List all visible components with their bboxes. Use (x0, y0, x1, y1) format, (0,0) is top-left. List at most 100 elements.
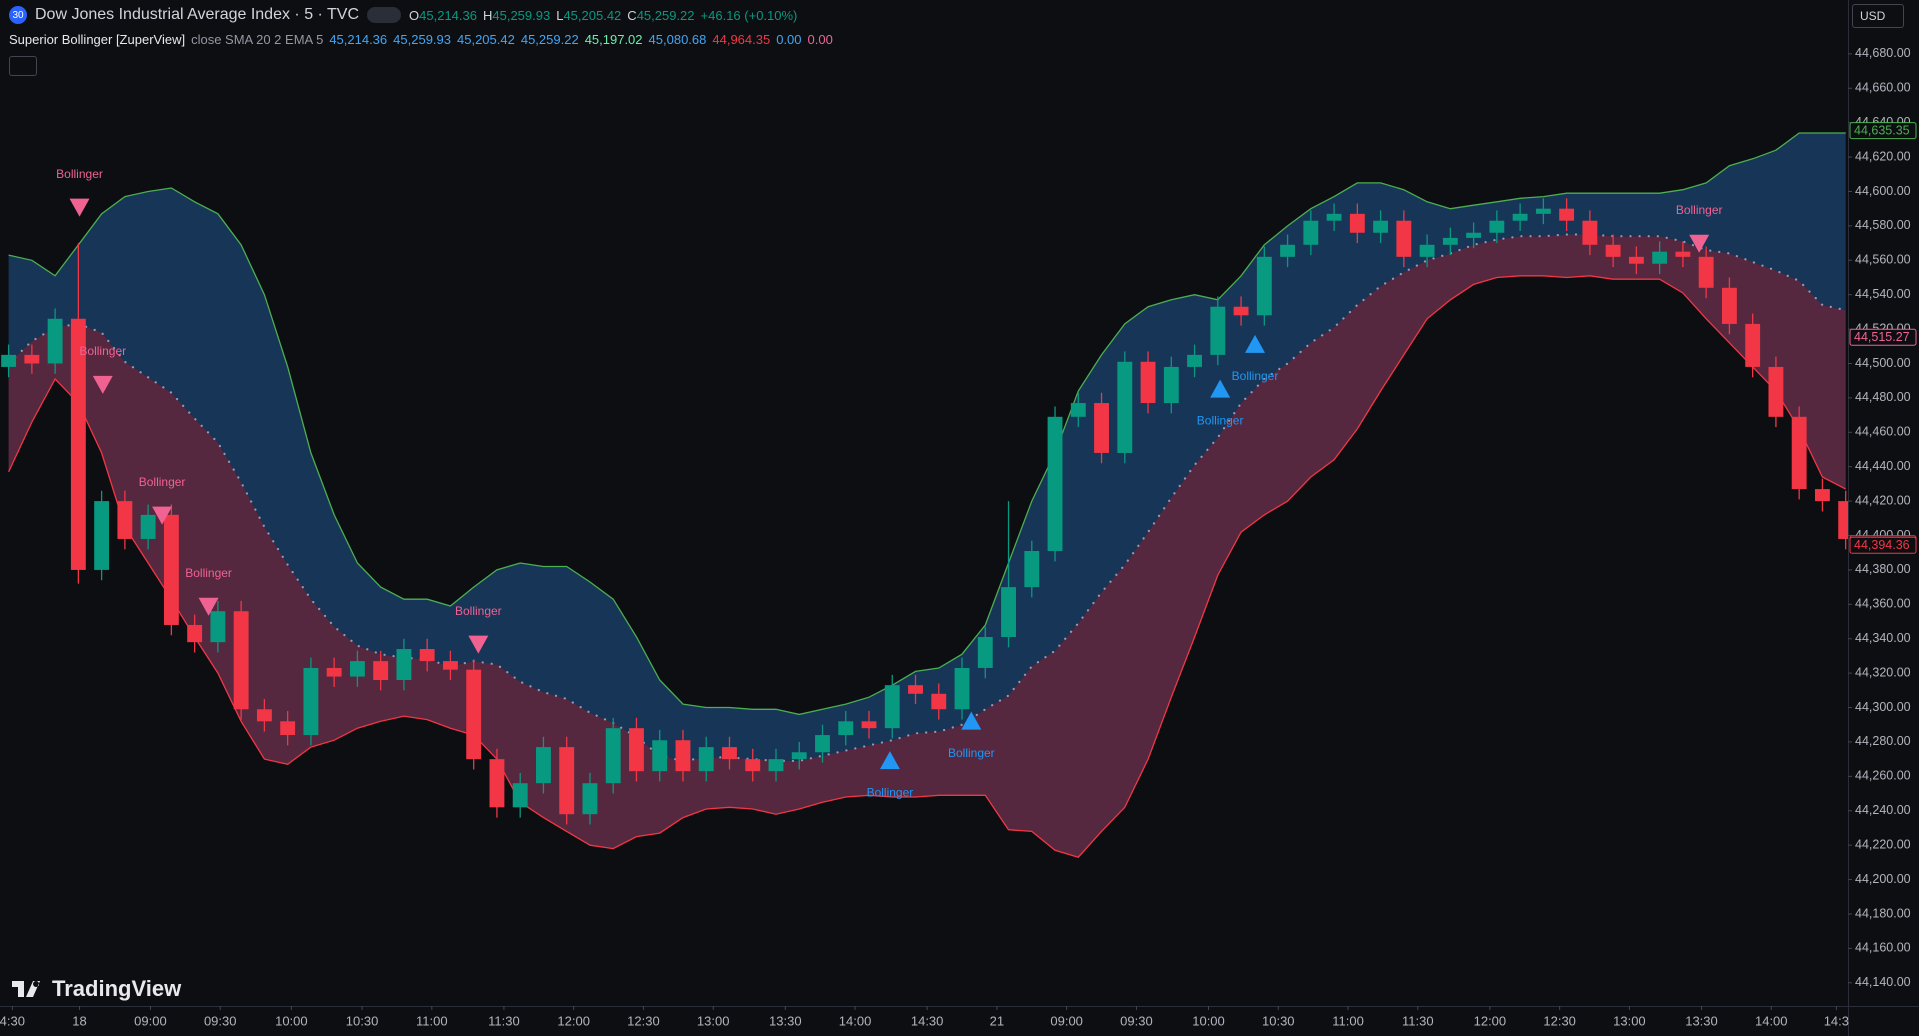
y-tick-label: 44,620.00 (1855, 149, 1911, 163)
price-tag (1849, 122, 1917, 140)
signal-marker (961, 711, 982, 730)
candle-body (768, 759, 784, 772)
candle-body (698, 747, 714, 772)
y-tick-label: 44,280.00 (1855, 734, 1911, 748)
candle-body (1117, 361, 1133, 453)
x-tick-label: 11:00 (416, 1013, 448, 1028)
price-tag (1849, 536, 1917, 554)
candle-body (838, 721, 854, 736)
candle-body (745, 759, 761, 772)
candle-body (977, 637, 993, 668)
symbol-title[interactable]: Dow Jones Industrial Average Index · 5 ·… (35, 6, 360, 23)
x-tick-label: 11:00 (1332, 1013, 1364, 1028)
candle-body (908, 685, 923, 694)
ohlc-value: 45,214.36 (419, 7, 477, 23)
x-tick-label: 14:3 (1824, 1013, 1849, 1028)
candle-body (931, 693, 947, 710)
ohlc-values: O45,214.36 H45,259.93 L45,205.42 C45,259.22… (409, 8, 797, 23)
y-tick-label: 44,220.00 (1855, 837, 1911, 851)
symbol-header: 30 Dow Jones Industrial Average Index · … (9, 6, 797, 24)
y-tick-label: 44,360.00 (1855, 597, 1911, 611)
candle-body (1280, 244, 1296, 257)
ohlc-key: C (627, 7, 637, 23)
x-tick-label: 13:00 (1613, 1013, 1646, 1028)
candle-body (884, 685, 900, 729)
x-tick-label: 12:00 (1474, 1013, 1507, 1028)
candle-body (1233, 306, 1249, 316)
y-tick-label: 44,140.00 (1855, 975, 1911, 989)
candle-body (117, 501, 133, 539)
candle-body (815, 735, 830, 753)
signal-label: Bollinger (867, 785, 914, 799)
signal-marker (879, 751, 900, 770)
collapse-button[interactable] (9, 56, 37, 76)
x-tick-label: 13:00 (697, 1013, 730, 1028)
x-tick-label: 12:00 (557, 1013, 590, 1028)
candle-body (1745, 323, 1761, 367)
y-tick-label: 44,180.00 (1855, 906, 1911, 920)
candle-body (1396, 220, 1412, 257)
signal-marker (1210, 379, 1231, 398)
x-tick-label: 18 (72, 1013, 86, 1028)
candle-body (722, 747, 737, 760)
ohlc-item: H45,259.93 (483, 8, 550, 23)
candle-body (791, 752, 807, 760)
candle-body (1535, 208, 1551, 214)
x-tick-label: 12:30 (627, 1013, 660, 1028)
candle-body (1140, 361, 1156, 404)
y-tick-label: 44,200.00 (1855, 872, 1911, 886)
candle-body (1768, 366, 1784, 417)
candle-body (1001, 587, 1016, 638)
candle-body (605, 728, 621, 784)
candle-body (326, 667, 342, 677)
x-tick-label: 21 (990, 1013, 1004, 1028)
candle-body (675, 740, 691, 772)
price-tag (1849, 328, 1917, 346)
x-tick-label: 4:30 (0, 1013, 25, 1028)
ohlc-key: O (409, 7, 420, 23)
signal-label: Bollinger (185, 566, 232, 580)
upper-band (8, 132, 1846, 716)
ohlc-value: 45,205.42 (563, 7, 622, 23)
signal-marker (468, 635, 489, 654)
candle-body (1838, 501, 1848, 539)
x-tick-label: 10:30 (1262, 1013, 1295, 1028)
y-tick-label: 44,420.00 (1855, 493, 1911, 507)
candle-body (1605, 244, 1621, 257)
x-tick-label: 14:00 (1755, 1013, 1788, 1028)
currency-button[interactable]: USD (1852, 4, 1904, 28)
ohlc-value: 45,259.93 (492, 7, 551, 23)
signal-marker (69, 198, 90, 217)
signal-label: Bollinger (79, 344, 126, 358)
x-tick-label: 14:00 (839, 1013, 872, 1028)
candle-body (1466, 232, 1482, 238)
y-tick-label: 44,160.00 (1855, 941, 1911, 955)
x-tick-label: 09:00 (134, 1013, 167, 1028)
x-tick-label: 11:30 (488, 1013, 520, 1028)
indicator-value: 0.00 (776, 32, 802, 47)
candle-body (1326, 213, 1342, 221)
indicator-value: 45,259.22 (520, 32, 579, 47)
candle-body (1070, 403, 1086, 417)
y-tick-label: 44,660.00 (1855, 81, 1911, 95)
signal-label: Bollinger (139, 475, 186, 489)
candle-body (1047, 416, 1063, 551)
candle-body (1814, 489, 1830, 502)
x-tick-label: 14:30 (911, 1013, 944, 1028)
basis-line (7, 233, 1847, 763)
candle-body (652, 740, 668, 772)
candle-body (1024, 550, 1040, 588)
candle-body (303, 667, 319, 736)
indicator-name[interactable]: Superior Bollinger [ZuperView] (9, 32, 186, 47)
candle-body (442, 661, 458, 670)
price-tag-label: 44,515.27 (1854, 330, 1910, 344)
indicator-value: 45,205.42 (457, 32, 515, 47)
y-tick-label: 44,380.00 (1855, 562, 1911, 576)
price-tag-label: 44,635.35 (1854, 123, 1910, 137)
x-tick-label: 09:30 (204, 1013, 237, 1028)
candle-body (349, 661, 365, 677)
x-tick-label: 13:30 (1685, 1013, 1718, 1028)
plot-area: Bollinger Bollinger Bollinger Bollinger Boll… (1, 132, 1848, 858)
candle-body (559, 747, 575, 815)
